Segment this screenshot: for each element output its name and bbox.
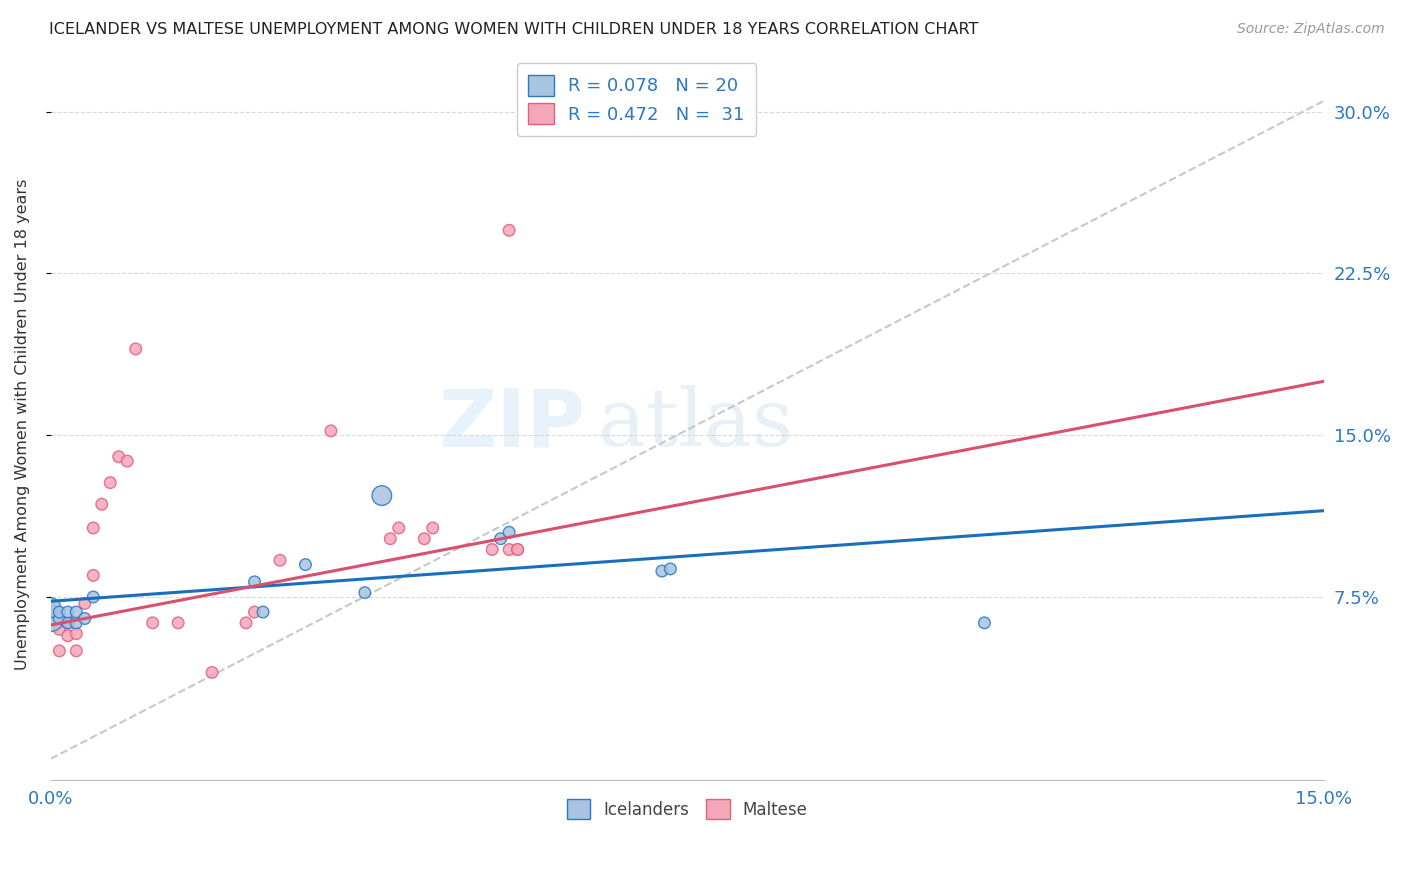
Point: [82, 590, 104, 604]
Point: [82, 521, 104, 535]
Point: [107, 450, 129, 464]
Y-axis label: Unemployment Among Women with Children Under 18 years: Unemployment Among Women with Children U…: [15, 178, 30, 670]
Point: [56, 605, 79, 619]
Point: [82, 568, 104, 582]
Point: [659, 562, 682, 576]
Point: [167, 615, 190, 630]
Point: [319, 424, 342, 438]
Point: [973, 615, 995, 630]
Point: [422, 521, 444, 535]
Text: ICELANDER VS MALTESE UNEMPLOYMENT AMONG WOMEN WITH CHILDREN UNDER 18 YEARS CORRE: ICELANDER VS MALTESE UNEMPLOYMENT AMONG …: [49, 22, 979, 37]
Point: [39, 611, 62, 625]
Point: [354, 585, 377, 599]
Point: [294, 558, 316, 572]
Point: [506, 542, 529, 557]
Point: [65, 626, 87, 640]
Point: [371, 489, 394, 503]
Point: [489, 532, 512, 546]
Point: [48, 644, 70, 658]
Point: [201, 665, 224, 680]
Point: [48, 623, 70, 637]
Point: [498, 525, 520, 540]
Point: [252, 605, 274, 619]
Text: atlas: atlas: [599, 385, 793, 464]
Point: [498, 542, 520, 557]
Legend: Icelanders, Maltese: Icelanders, Maltese: [561, 793, 814, 825]
Text: ZIP: ZIP: [439, 385, 585, 464]
Point: [498, 223, 520, 237]
Point: [73, 611, 96, 625]
Point: [115, 454, 138, 468]
Point: [388, 521, 411, 535]
Point: [243, 574, 266, 589]
Point: [56, 629, 79, 643]
Point: [413, 532, 436, 546]
Point: [235, 615, 257, 630]
Point: [269, 553, 291, 567]
Point: [73, 596, 96, 610]
Point: [48, 605, 70, 619]
Point: [65, 615, 87, 630]
Point: [56, 615, 79, 630]
Point: [56, 615, 79, 630]
Point: [48, 611, 70, 625]
Point: [651, 564, 673, 578]
Point: [125, 342, 148, 356]
Point: [142, 615, 165, 630]
Text: Source: ZipAtlas.com: Source: ZipAtlas.com: [1237, 22, 1385, 37]
Point: [90, 497, 112, 511]
Point: [481, 542, 503, 557]
Point: [380, 532, 402, 546]
Point: [243, 605, 266, 619]
Point: [65, 644, 87, 658]
Point: [39, 600, 62, 615]
Point: [65, 605, 87, 619]
Point: [98, 475, 121, 490]
Point: [506, 542, 529, 557]
Point: [39, 600, 62, 615]
